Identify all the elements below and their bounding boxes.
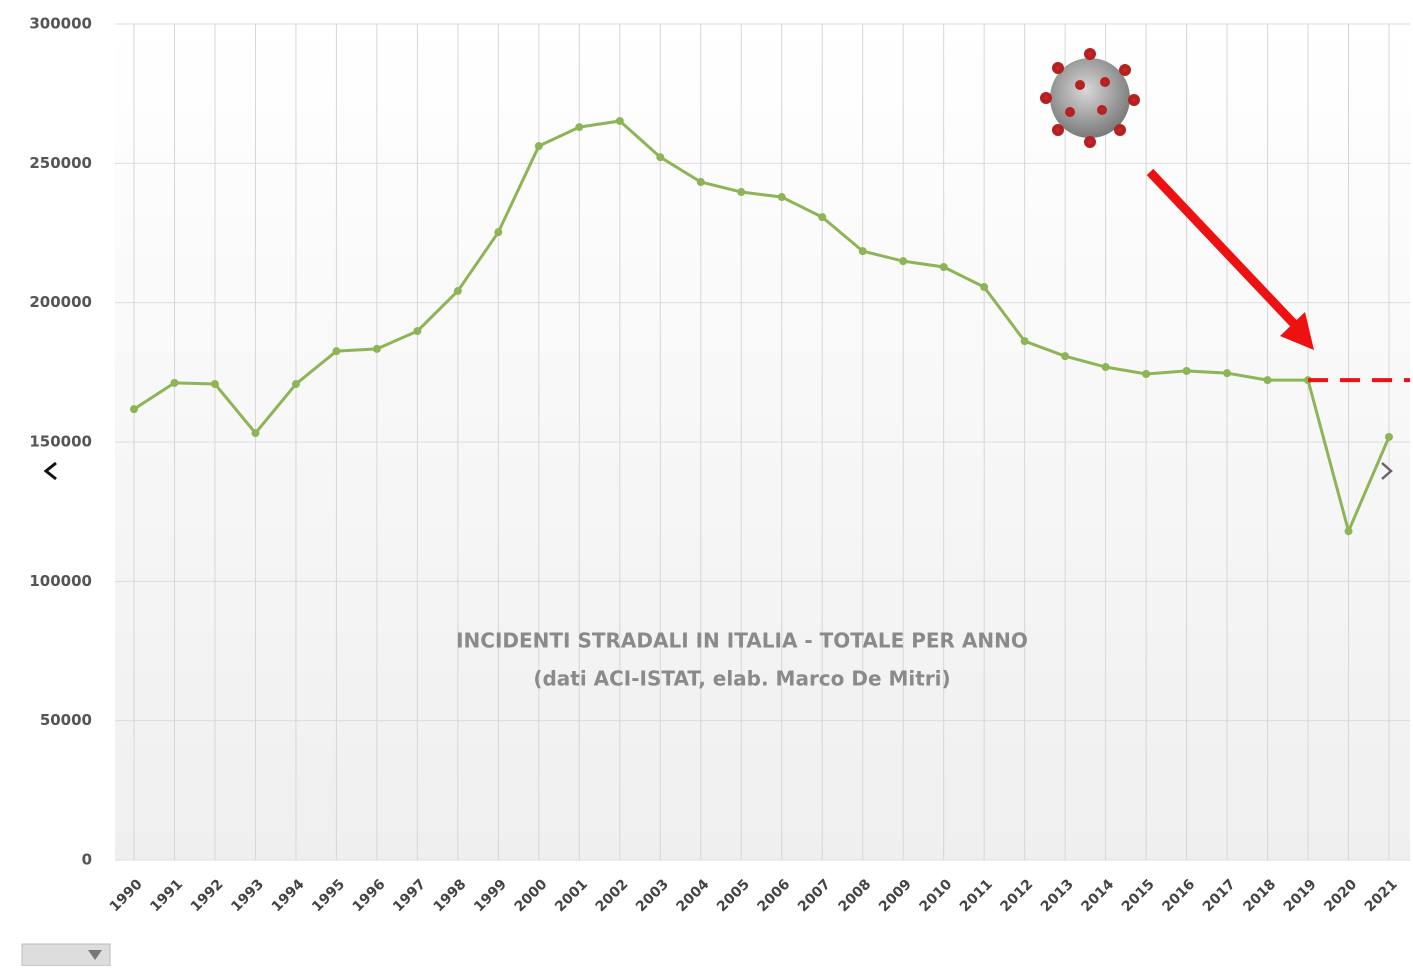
filter-button[interactable] [22,944,110,966]
x-tick-label: 2010 [916,876,955,915]
y-tick-label: 50000 [40,711,92,729]
x-tick-label: 2011 [957,876,996,915]
point [737,188,745,196]
x-tick-label: 2014 [1078,876,1117,915]
x-tick-label: 2002 [593,876,632,915]
point [494,228,502,236]
y-tick-label: 0 [82,851,92,869]
x-tick-label: 2019 [1281,876,1320,915]
x-tick-label: 1991 [147,876,186,915]
virus-icon [1042,50,1138,146]
x-tick-label: 2018 [1240,876,1279,915]
point [1223,369,1231,377]
x-tick-label: 1992 [188,876,227,915]
y-tick-label: 300000 [29,15,92,33]
x-tick-label: 2016 [1159,876,1198,915]
x-tick-label: 1997 [390,876,429,915]
x-tick-label: 2006 [755,876,794,915]
point [1385,433,1393,441]
point [899,257,907,265]
y-tick-label: 250000 [29,154,92,172]
point [818,213,826,221]
x-tick-label: 2008 [835,876,874,915]
x-tick-label: 1995 [309,876,348,915]
x-tick-label: 2009 [876,876,915,915]
page: {"chart_data": {"type": "line", "title":… [0,0,1413,966]
x-tick-label: 1998 [431,876,470,915]
point [1183,367,1191,375]
point [292,380,300,388]
x-tick-label: 1999 [471,876,510,915]
point [940,263,948,271]
point [1021,337,1029,345]
point [413,327,421,335]
point [697,178,705,186]
point [332,347,340,355]
x-tick-label: 2021 [1362,876,1401,915]
point [778,193,786,201]
x-tick-label: 2012 [997,876,1036,915]
point [535,142,543,150]
point [130,405,138,413]
point [980,283,988,291]
point [656,153,664,161]
point [1102,363,1110,371]
x-tick-label: 2013 [1038,876,1077,915]
x-tick-label: 1990 [107,876,146,915]
point [251,429,259,437]
point [170,379,178,387]
point [373,345,381,353]
point [211,380,219,388]
chart-subtitle: (dati ACI-ISTAT, elab. Marco De Mitri) [533,667,950,691]
y-tick-label: 200000 [29,293,92,311]
point [1345,527,1353,535]
chart-title: INCIDENTI STRADALI IN ITALIA - TOTALE PE… [456,629,1028,653]
x-tick-label: 2001 [552,876,591,915]
point [1264,376,1272,384]
x-tick-label: 2007 [795,876,834,915]
point [616,117,624,125]
point [859,247,867,255]
point [1142,370,1150,378]
x-tick-label: 1994 [269,876,308,915]
x-tick-label: 2000 [512,876,551,915]
x-tick-label: 2015 [1119,876,1158,915]
y-tick-label: 150000 [29,433,92,451]
point [575,123,583,131]
y-tick-label: 100000 [29,572,92,590]
x-tick-label: 2017 [1200,876,1239,915]
point [1061,352,1069,360]
x-tick-label: 1996 [350,876,389,915]
x-tick-label: 2020 [1321,876,1360,915]
chart: INCIDENTI STRADALI IN ITALIA - TOTALE PE… [0,0,1413,966]
x-tick-label: 2005 [714,876,753,915]
x-tick-label: 2003 [633,876,672,915]
prev-button[interactable] [46,463,56,479]
point [454,287,462,295]
x-tick-label: 2004 [674,876,713,915]
x-tick-label: 1993 [228,876,267,915]
